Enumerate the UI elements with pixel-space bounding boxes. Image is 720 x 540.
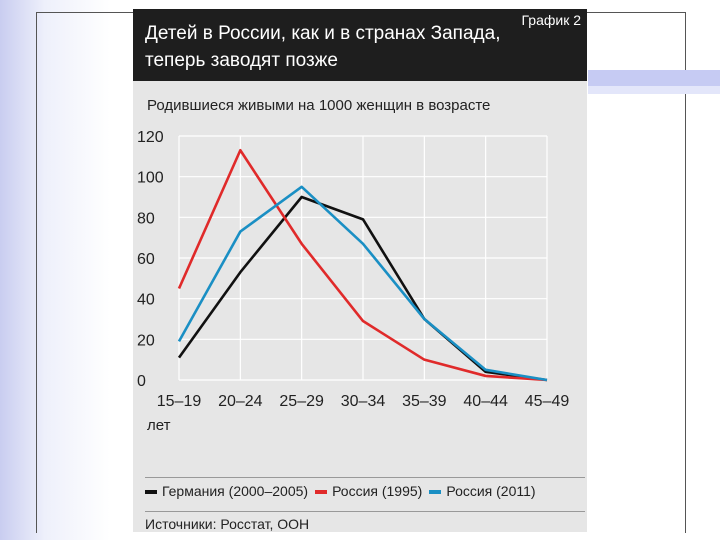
legend-swatch <box>145 490 157 495</box>
chart-panel: Детей в России, как и в странах Запада, … <box>133 9 587 532</box>
series-line <box>177 148 548 382</box>
y-tick-label: 20 <box>137 332 155 349</box>
legend-item: Россия (1995) <box>315 483 422 499</box>
y-tick-label: 0 <box>137 373 146 390</box>
y-tick-label: 120 <box>137 129 164 146</box>
y-axis-label: Родившиеся живыми на 1000 женщин в возра… <box>147 97 491 114</box>
series-line <box>177 195 548 382</box>
graph-number-label: График 2 <box>521 12 581 28</box>
x-tick-label: 25–29 <box>279 393 324 410</box>
chart-title: Детей в России, как и в странах Запада, … <box>145 23 501 71</box>
x-tick-label: 40–44 <box>463 393 508 410</box>
chart-legend: Германия (2000–2005) Россия (1995) Россия … <box>145 483 585 499</box>
x-axis-unit-label: лет <box>147 417 171 434</box>
legend-swatch <box>315 490 328 495</box>
legend-item: Германия (2000–2005) <box>145 483 308 499</box>
legend-label: Россия (1995) <box>332 483 423 499</box>
legend-divider <box>145 477 585 478</box>
x-tick-label: 20–24 <box>218 393 263 410</box>
decorative-bar <box>588 70 720 86</box>
x-tick-label: 45–49 <box>525 393 570 410</box>
legend-item: Россия (2011) <box>429 483 536 499</box>
series-line <box>177 185 548 382</box>
chart-header: Детей в России, как и в странах Запада, … <box>133 9 587 81</box>
y-tick-label: 60 <box>137 251 155 268</box>
decorative-bar-light <box>588 86 720 94</box>
x-tick-label: 30–34 <box>341 393 386 410</box>
line-chart: 120 100 80 60 40 20 0 15–19 20–24 25–29 30–34 35–39… <box>137 129 570 434</box>
legend-label: Германия (2000–2005) <box>162 483 309 499</box>
x-tick-label: 15–19 <box>157 393 202 410</box>
x-tick-label: 35–39 <box>402 393 447 410</box>
y-tick-label: 80 <box>137 210 155 227</box>
y-tick-label: 40 <box>137 292 155 309</box>
y-tick-label: 100 <box>137 170 164 187</box>
legend-label: Россия (2011) <box>446 483 536 499</box>
sources-note: Источники: Росстат, ООН <box>145 511 585 532</box>
legend-swatch <box>429 490 442 495</box>
